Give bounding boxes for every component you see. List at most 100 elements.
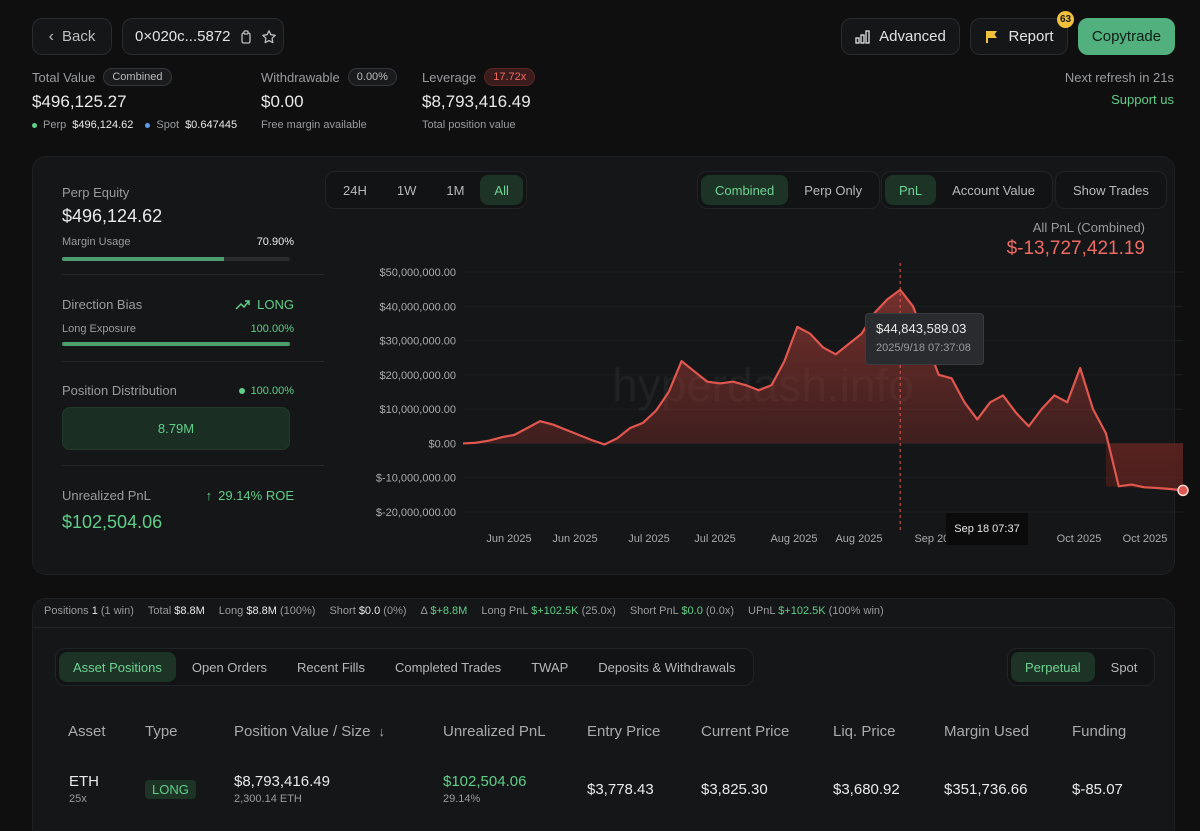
perp-value: $496,124.62 [72, 119, 134, 131]
range-selector: 24H 1W 1M All [325, 171, 527, 209]
positions-win: (1 win) [100, 605, 134, 617]
mode-selector: Combined Perp Only [697, 171, 881, 209]
tooltip-time: 2025/9/18 07:37:08 [876, 342, 971, 354]
pnl-line [462, 288, 1184, 492]
copytrade-button[interactable]: Copytrade [1078, 18, 1175, 55]
range-1m[interactable]: 1M [446, 182, 465, 198]
upnl-summary-label: UPnL [748, 605, 776, 617]
row-upnl: $102,504.06 [443, 773, 527, 790]
upnl-card: Unrealized PnL ↑ 29.14% ROE $102,504.06 [33, 488, 323, 533]
pnl-chart[interactable]: hyperdash.info $50,000,000.00$40,000,000… [323, 263, 1189, 545]
arrow-up-icon: ↑ [205, 488, 213, 503]
advanced-button[interactable]: Advanced [841, 18, 960, 55]
distribution-box[interactable]: 8.79M [62, 407, 290, 450]
range-1w[interactable]: 1W [396, 182, 417, 198]
crosshair-x-label: Sep 18 07:37 [946, 513, 1028, 545]
col-current-price: Current Price [701, 723, 790, 740]
tab-completed-trades[interactable]: Completed Trades [394, 659, 502, 675]
support-link[interactable]: Support us [1111, 92, 1174, 107]
margin-usage-label: Margin Usage [62, 236, 131, 248]
withdrawable-label: Withdrawable [261, 69, 340, 85]
star-icon[interactable] [261, 29, 277, 45]
x-tick-label: Jun 2025 [552, 533, 597, 545]
col-entry-price: Entry Price [587, 723, 661, 740]
trend-up-icon [235, 299, 251, 311]
col-position-value-label: Position Value / Size [234, 723, 371, 740]
liq-price: $3,680.92 [833, 781, 900, 798]
y-tick-label: $30,000,000.00 [380, 336, 456, 348]
positions-count: 1 [91, 605, 98, 617]
pnl-caption: All PnL (Combined) [1032, 220, 1145, 235]
positions-summary-bar: Positions 1 (1 win) Total $8.8M Long $8.… [44, 605, 884, 617]
col-position-value[interactable]: Position Value / Size ↓ [234, 723, 385, 740]
tab-twap[interactable]: TWAP [531, 659, 569, 675]
perp-dot-icon [32, 122, 37, 128]
delta-label: Δ [420, 605, 428, 617]
leverage-block: Leverage 17.72x $8,793,416.49 Total posi… [422, 68, 536, 131]
col-margin-used: Margin Used [944, 723, 1030, 740]
chevron-left-icon: ‹ [48, 27, 54, 45]
upnl-roe: 29.14% ROE [218, 488, 294, 503]
range-24h[interactable]: 24H [343, 182, 367, 198]
upnl-summary-win: (100% win) [828, 605, 884, 617]
distribution-box-value: 8.79M [157, 421, 195, 436]
total-label: Total [147, 605, 172, 617]
shortpnl-label: Short PnL [629, 605, 679, 617]
total-value: $8.8M [174, 605, 205, 617]
last-point-marker [1177, 484, 1189, 497]
report-count-badge: 63 [1057, 11, 1074, 28]
tab-recent-fills[interactable]: Recent Fills [297, 659, 365, 675]
tab-spot[interactable]: Spot [1110, 659, 1138, 675]
distribution-card: Position Distribution 100.00% [33, 383, 323, 398]
direction-value: LONG [257, 297, 294, 312]
spot-value: $0.647445 [185, 119, 238, 131]
upnl-value: $102,504.06 [62, 512, 163, 532]
long-exposure-value: 100.00% [250, 323, 294, 335]
withdrawable-sub: Free margin available [261, 119, 367, 131]
tab-open-orders[interactable]: Open Orders [191, 659, 268, 675]
tab-perpetual[interactable]: Perpetual [1011, 652, 1095, 682]
back-button[interactable]: ‹ Back [32, 18, 112, 55]
perp-equity-label: Perp Equity [62, 185, 130, 200]
report-label: Report [1008, 28, 1054, 45]
distribution-label: Position Distribution [62, 383, 177, 398]
distribution-value: 100.00% [250, 384, 294, 397]
metric-pnl[interactable]: PnL [885, 175, 937, 205]
short-pct: (0%) [383, 605, 407, 617]
positions-count-label: Positions [44, 605, 89, 617]
direction-label: Direction Bias [62, 297, 143, 312]
total-value-block: Total Value Combined $496,125.27 Perp $4… [32, 68, 237, 131]
report-button[interactable]: Report [970, 18, 1068, 55]
entry-price: $3,778.43 [587, 781, 654, 798]
metric-account-value[interactable]: Account Value [952, 182, 1036, 198]
sort-down-icon[interactable]: ↓ [378, 724, 385, 739]
refresh-countdown: Next refresh in 21s [1064, 70, 1174, 85]
col-liq-price: Liq. Price [833, 723, 896, 740]
advanced-label: Advanced [879, 28, 946, 45]
y-tick-label: $10,000,000.00 [380, 404, 456, 416]
tab-deposits-withdrawals[interactable]: Deposits & Withdrawals [598, 659, 736, 675]
leverage-sub: Total position value [422, 119, 516, 131]
long-exposure-label: Long Exposure [62, 323, 136, 335]
tab-asset-positions[interactable]: Asset Positions [59, 652, 176, 682]
mode-perp-only[interactable]: Perp Only [804, 182, 863, 198]
show-trades-button[interactable]: Show Trades [1055, 171, 1167, 209]
long-label: Long [218, 605, 244, 617]
spot-label: Spot [156, 119, 180, 131]
range-all[interactable]: All [480, 175, 523, 205]
withdrawable-block: Withdrawable 0.00% $0.00 Free margin ava… [261, 68, 397, 131]
tooltip-value: $44,843,589.03 [876, 321, 967, 336]
perp-label: Perp [43, 119, 67, 131]
x-tick-label: Jul 2025 [694, 533, 736, 545]
direction-card: Direction Bias LONG Long Exposure 100.00… [33, 297, 323, 335]
copy-icon[interactable] [239, 29, 253, 44]
mode-combined[interactable]: Combined [701, 175, 789, 205]
type-badge: LONG [145, 780, 196, 799]
flag-icon [984, 30, 1000, 44]
long-value: $8.8M [246, 605, 277, 617]
col-funding: Funding [1072, 723, 1127, 740]
longpnl-label: Long PnL [481, 605, 529, 617]
positions-tabs: Asset Positions Open Orders Recent Fills… [55, 648, 754, 686]
x-tick-label: Aug 2025 [835, 533, 882, 545]
y-tick-label: $50,000,000.00 [380, 267, 456, 279]
